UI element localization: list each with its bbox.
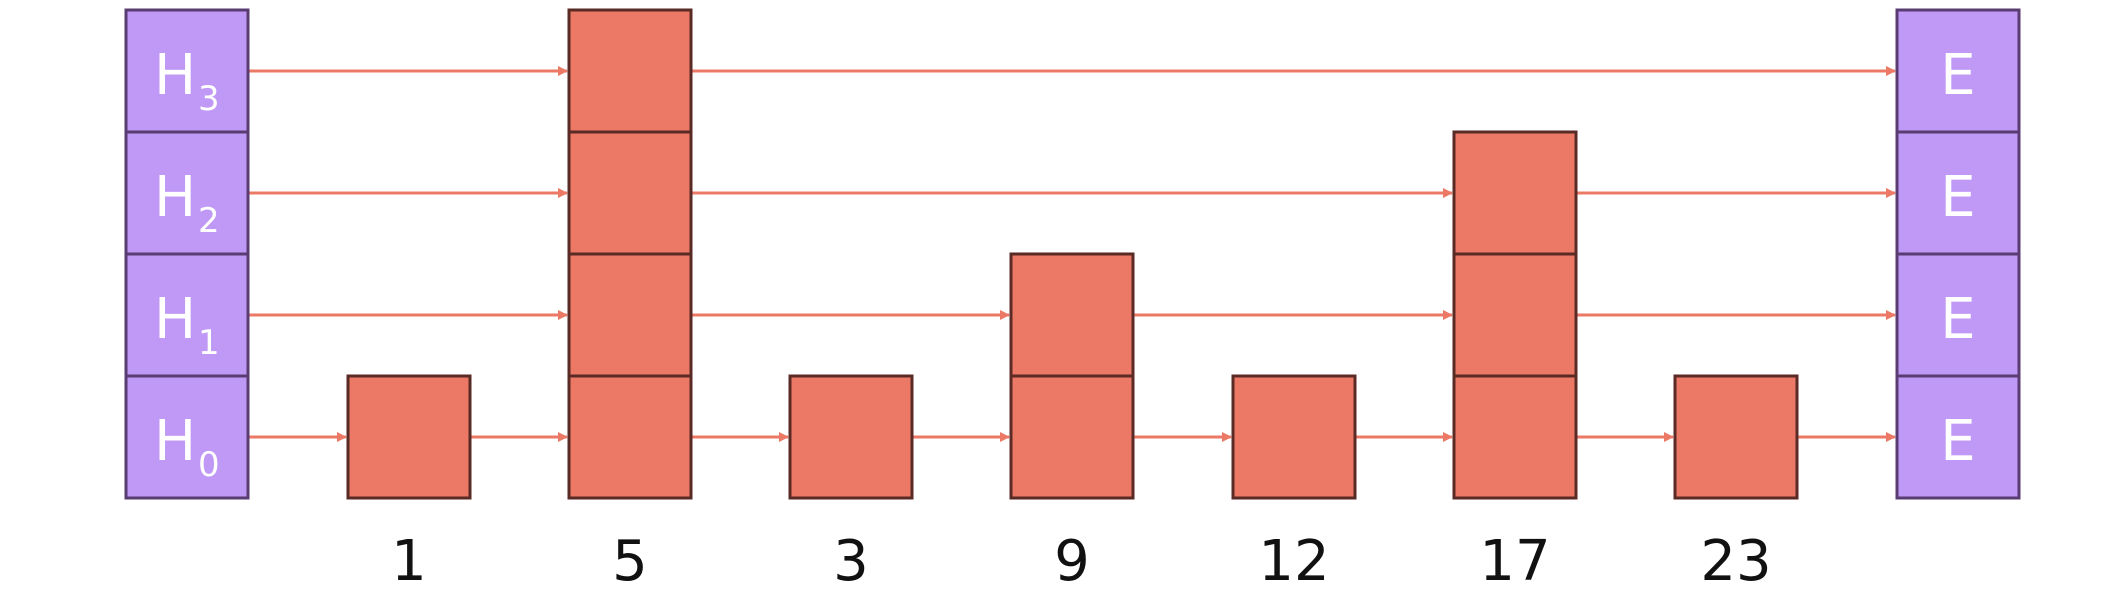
node-cell: [1452, 252, 1578, 378]
tail-cell-label: E: [1940, 409, 1975, 474]
node-23: [1673, 374, 1799, 500]
node-9: [1009, 252, 1135, 500]
arrows-layer: [248, 66, 1896, 442]
head-cell-subscript: 1: [198, 323, 220, 363]
head-cell-subscript: 0: [198, 445, 220, 485]
head-cell-box: [124, 374, 250, 500]
tail-cell-level-2: E: [1895, 130, 2021, 256]
head-cell-subscript: 3: [198, 79, 220, 119]
node-key-label: 5: [612, 529, 648, 594]
node-key-label: 17: [1479, 529, 1550, 594]
tail-cell-box: [1895, 252, 2021, 378]
tail-cell-box: [1895, 374, 2021, 500]
node-cell: [567, 8, 693, 134]
node-cell: [567, 130, 693, 256]
head-cell-box: [124, 8, 250, 134]
node-cell: [1452, 130, 1578, 256]
head-cell-letter: H: [154, 43, 196, 108]
head-cell-letter: H: [154, 409, 196, 474]
nodes-layer: [346, 8, 1799, 500]
tail-cell-box: [1895, 8, 2021, 134]
tail-cell-label: E: [1940, 43, 1975, 108]
head-cell-letter: H: [154, 287, 196, 352]
head-cell-box: [124, 130, 250, 256]
node-key-label: 9: [1054, 529, 1090, 594]
node-cell: [1452, 374, 1578, 500]
node-cell: [1231, 374, 1357, 500]
node-cell: [346, 374, 472, 500]
node-cell: [1673, 374, 1799, 500]
node-cell: [1009, 374, 1135, 500]
keys-layer: 1 5 3 9 12 17 23: [391, 529, 1771, 594]
tail-cell-level-3: E: [1895, 8, 2021, 134]
tail-cell-box: [1895, 130, 2021, 256]
node-key-label: 23: [1700, 529, 1771, 594]
tail-cell-level-0: E: [1895, 374, 2021, 500]
node-key-label: 3: [833, 529, 869, 594]
tail-cell-label: E: [1940, 287, 1975, 352]
node-17: [1452, 130, 1578, 500]
node-5: [567, 8, 693, 500]
head-sentinel-column: H 3H 2H 1H 0: [124, 8, 250, 500]
node-3: [788, 374, 914, 500]
node-cell: [567, 252, 693, 378]
node-cell: [788, 374, 914, 500]
tail-cell-label: E: [1940, 165, 1975, 230]
node-1: [346, 374, 472, 500]
head-cell-letter: H: [154, 165, 196, 230]
node-cell: [567, 374, 693, 500]
head-cell-box: [124, 252, 250, 378]
head-cell-subscript: 2: [198, 201, 220, 241]
tail-cell-level-1: E: [1895, 252, 2021, 378]
node-cell: [1009, 252, 1135, 378]
node-key-label: 1: [391, 529, 427, 594]
node-key-label: 12: [1258, 529, 1329, 594]
node-12: [1231, 374, 1357, 500]
